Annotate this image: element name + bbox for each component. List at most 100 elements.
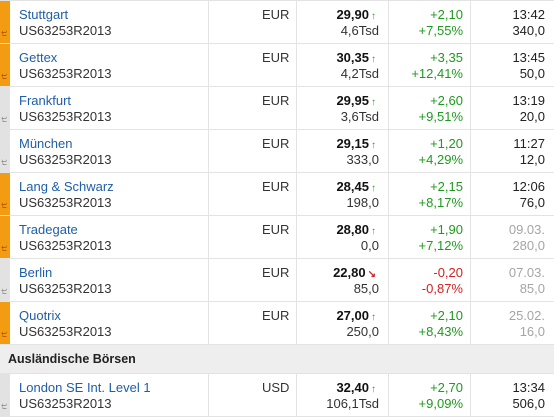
isin-label: US63253R2013 [19, 324, 112, 339]
column-divider [388, 374, 389, 416]
quote-row-1[interactable]: rt Stuttgart US63253R2013 EUR 29,90 ↑ 4,6… [0, 1, 554, 44]
exchange-link[interactable]: München [19, 136, 73, 151]
change-percent: +9,09% [418, 396, 463, 411]
column-divider [470, 87, 471, 129]
last-price: 22,80 ↘ [333, 265, 376, 280]
currency-label: EUR [262, 50, 290, 65]
exchange-link[interactable]: Quotrix [19, 308, 61, 323]
change-abs: +2,70 [430, 380, 463, 395]
column-divider [470, 44, 471, 86]
column-divider [208, 259, 209, 301]
column-divider [388, 259, 389, 301]
column-divider [208, 44, 209, 86]
column-divider [296, 302, 297, 344]
quote-row-7[interactable]: rt Berlin US63253R2013 EUR 22,80 ↘ 85,0 -… [0, 259, 554, 302]
arrow-up-icon: ↑ [371, 140, 376, 151]
last-price: 29,15 ↑ [336, 136, 376, 151]
exchange-link[interactable]: Berlin [19, 265, 53, 280]
last-price: 29,95 ↑ [336, 93, 376, 108]
exchange-link[interactable]: Frankfurt [19, 93, 72, 108]
quote-row-2[interactable]: rt Gettex US63253R2013 EUR 30,35 ↑ 4,2Tsd… [0, 44, 554, 87]
exchange-link[interactable]: Stuttgart [19, 7, 69, 22]
quote-row-3[interactable]: rt Frankfurt US63253R2013 EUR 29,95 ↑ 3,6… [0, 87, 554, 130]
change-percent: +8,43% [418, 324, 463, 339]
quote-time: 13:19 [512, 93, 545, 108]
arrow-up-icon: ↑ [371, 384, 376, 395]
quote-time: 13:42 [512, 7, 545, 22]
realtime-marker-icon: rt [0, 87, 10, 129]
quote-time-volume: 506,0 [512, 396, 545, 411]
exchange-link[interactable]: Lang & Schwarz [19, 179, 114, 194]
arrow-up-icon: ↑ [371, 54, 376, 65]
currency-label: EUR [262, 136, 290, 151]
column-divider [388, 130, 389, 172]
column-divider [208, 87, 209, 129]
column-divider [296, 130, 297, 172]
column-divider [296, 374, 297, 416]
quote-row-8[interactable]: rt Quotrix US63253R2013 EUR 27,00 ↑ 250,0… [0, 302, 554, 345]
currency-label: USD [262, 380, 290, 395]
volume-value: 3,6Tsd [340, 109, 379, 124]
currency-label: EUR [262, 179, 290, 194]
change-percent: -0,87% [421, 281, 463, 296]
quote-time: 13:45 [512, 50, 545, 65]
quote-time-volume: 12,0 [519, 152, 545, 167]
column-divider [470, 259, 471, 301]
change-percent: +7,12% [418, 238, 463, 253]
quote-row-1[interactable]: rt London SE Int. Level 1 US63253R2013 U… [0, 374, 554, 417]
change-abs: +2,10 [430, 308, 463, 323]
currency-label: EUR [262, 222, 290, 237]
column-divider [388, 87, 389, 129]
change-abs: +3,35 [430, 50, 463, 65]
isin-label: US63253R2013 [19, 281, 112, 296]
domestic-exchanges: rt Stuttgart US63253R2013 EUR 29,90 ↑ 4,6… [0, 1, 554, 345]
change-percent: +4,29% [418, 152, 463, 167]
currency-label: EUR [262, 7, 290, 22]
change-abs: +1,90 [430, 222, 463, 237]
currency-label: EUR [262, 93, 290, 108]
quote-row-6[interactable]: rt Tradegate US63253R2013 EUR 28,80 ↑ 0,0… [0, 216, 554, 259]
quote-row-5[interactable]: rt Lang & Schwarz US63253R2013 EUR 28,45… [0, 173, 554, 216]
isin-label: US63253R2013 [19, 238, 112, 253]
change-abs: +2,60 [430, 93, 463, 108]
column-divider [388, 216, 389, 258]
change-percent: +7,55% [418, 23, 463, 38]
realtime-marker-icon: rt [0, 302, 10, 344]
column-divider [208, 173, 209, 215]
quote-time-volume: 20,0 [519, 109, 545, 124]
last-price: 27,00 ↑ [336, 308, 376, 323]
column-divider [208, 216, 209, 258]
quote-time-volume: 76,0 [519, 195, 545, 210]
exchange-link[interactable]: Tradegate [19, 222, 78, 237]
volume-value: 0,0 [360, 238, 379, 253]
realtime-marker-icon: rt [0, 1, 10, 43]
isin-label: US63253R2013 [19, 23, 112, 38]
isin-label: US63253R2013 [19, 109, 112, 124]
foreign-exchanges: rt London SE Int. Level 1 US63253R2013 U… [0, 374, 554, 417]
column-divider [470, 173, 471, 215]
last-price: 28,80 ↑ [336, 222, 376, 237]
isin-label: US63253R2013 [19, 396, 112, 411]
quote-time-volume: 85,0 [519, 281, 545, 296]
column-divider [208, 130, 209, 172]
change-abs: +1,20 [430, 136, 463, 151]
realtime-marker-icon: rt [0, 374, 10, 416]
column-divider [208, 374, 209, 416]
quote-time: 11:27 [513, 136, 545, 151]
quote-row-4[interactable]: rt München US63253R2013 EUR 29,15 ↑ 333,0… [0, 130, 554, 173]
column-divider [388, 173, 389, 215]
change-percent: +9,51% [418, 109, 463, 124]
quote-time-volume: 50,0 [519, 66, 545, 81]
exchange-link[interactable]: London SE Int. Level 1 [19, 380, 151, 395]
isin-label: US63253R2013 [19, 152, 112, 167]
column-divider [470, 1, 471, 43]
exchange-link[interactable]: Gettex [19, 50, 58, 65]
column-divider [208, 302, 209, 344]
arrow-up-icon: ↑ [371, 183, 376, 194]
isin-label: US63253R2013 [19, 195, 112, 210]
quote-time-volume: 16,0 [519, 324, 545, 339]
section-header-foreign: Ausländische Börsen [0, 345, 554, 374]
arrow-up-icon: ↑ [371, 312, 376, 323]
change-abs: +2,15 [430, 179, 463, 194]
